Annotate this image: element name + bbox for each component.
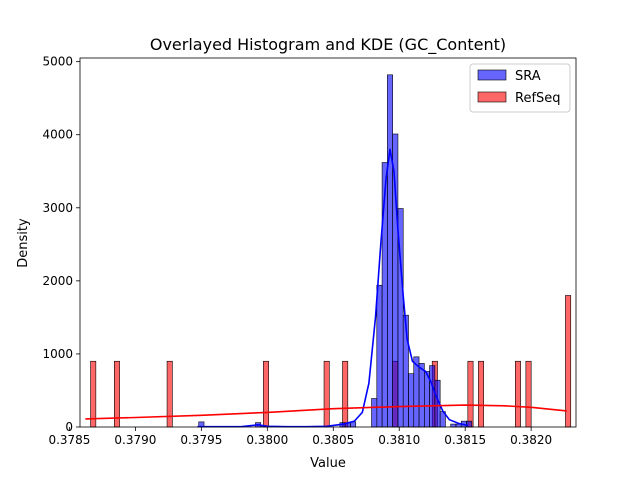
x-tick-label: 0.3795 [180,433,222,447]
y-tick-label: 1000 [42,347,73,361]
refseq-bar-5 [342,360,349,428]
refseq-kde-line [85,404,567,420]
sra-bar-9 [387,74,393,428]
x-tick-label: 0.3790 [114,433,156,447]
legend-swatch-refseq [477,91,507,103]
legend-label-sra: SRA [515,69,541,84]
sra-bar-10 [392,133,399,428]
refseq-bar-10 [515,360,521,428]
sra-bar-20 [450,423,457,428]
y-tick-label: 4000 [42,128,73,142]
refseq-bar-0 [90,360,97,428]
x-tick-label: 0.3810 [378,433,420,447]
y-tick-label: 2000 [42,274,73,288]
kde-curves [85,148,567,428]
y-tick-label: 3000 [42,201,73,215]
sra-bar-16 [423,371,430,428]
refseq-bar-12 [565,295,572,428]
sra-kde-line [197,148,469,428]
y-axis-label: Density [16,218,31,268]
legend-swatch-sra [477,69,507,81]
x-tick-label: 0.3800 [246,433,288,447]
y-axis: 0 1000 2000 3000 4000 5000 [42,55,80,434]
refseq-bar-9 [478,360,484,428]
y-tick-label: 5000 [42,55,73,69]
x-tick-label: 0.3805 [312,433,354,447]
legend: SRA RefSeq [469,63,571,113]
sra-bar-15 [418,363,425,428]
refseq-bar-4 [323,360,330,428]
sra-bar-13 [408,373,415,428]
refseq-bar-3 [263,360,269,428]
plot-frame [79,57,577,428]
refseq-bar-1 [113,360,120,428]
x-tick-label: 0.3820 [510,433,552,447]
x-tick-label: 0.3785 [48,433,90,447]
chart-title: Overlayed Histogram and KDE (GC_Content) [150,35,506,55]
y-tick-label: 0 [65,420,73,434]
refseq-bar-11 [525,360,532,428]
refseq-bar-8 [467,360,474,428]
sra-bar-17 [429,365,436,428]
x-axis-label: Value [310,456,346,471]
sra-bar-6 [371,398,378,428]
x-axis: 0.3785 0.3790 0.3795 0.3800 0.3805 0.3810 0.38… [48,427,552,447]
sra-bar-7 [376,284,383,428]
legend-label-refseq: RefSeq [515,91,561,106]
x-tick-label: 0.3815 [444,433,486,447]
